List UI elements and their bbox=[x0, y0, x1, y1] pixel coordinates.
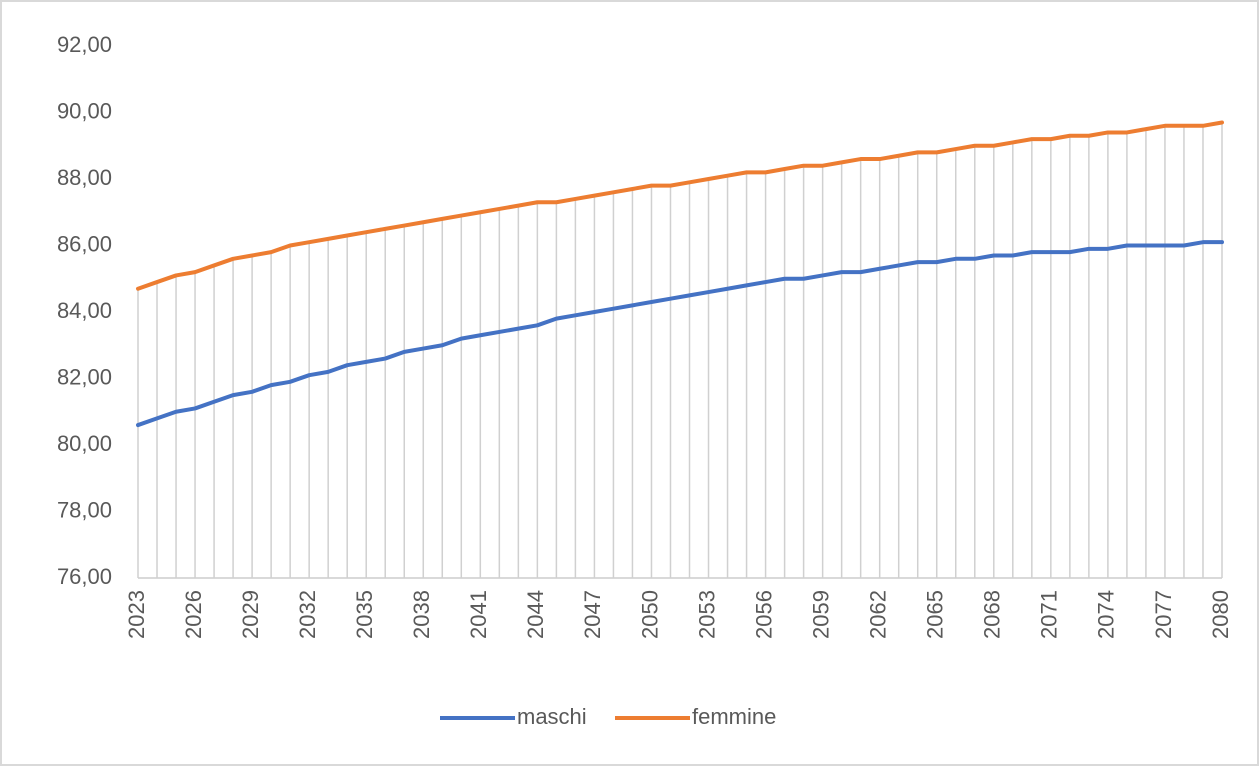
x-tick-label: 2074 bbox=[1094, 590, 1119, 639]
x-tick-label: 2068 bbox=[980, 590, 1005, 639]
y-tick-label: 90,00 bbox=[57, 98, 112, 123]
x-tick-label: 2065 bbox=[923, 590, 948, 639]
y-tick-label: 84,00 bbox=[57, 298, 112, 323]
y-tick-label: 82,00 bbox=[57, 364, 112, 389]
x-tick-label: 2044 bbox=[523, 590, 548, 639]
x-tick-label: 2050 bbox=[637, 590, 662, 639]
legend-label: femmine bbox=[692, 704, 776, 729]
x-tick-label: 2023 bbox=[124, 590, 149, 639]
y-tick-label: 88,00 bbox=[57, 165, 112, 190]
x-tick-label: 2029 bbox=[238, 590, 263, 639]
x-tick-label: 2035 bbox=[352, 590, 377, 639]
x-tick-label: 2038 bbox=[409, 590, 434, 639]
y-tick-label: 76,00 bbox=[57, 564, 112, 589]
x-tick-label: 2032 bbox=[295, 590, 320, 639]
x-tick-label: 2071 bbox=[1037, 590, 1062, 639]
x-tick-label: 2077 bbox=[1151, 590, 1176, 639]
x-tick-label: 2047 bbox=[580, 590, 605, 639]
x-tick-label: 2056 bbox=[751, 590, 776, 639]
y-tick-label: 86,00 bbox=[57, 231, 112, 256]
x-tick-label: 2053 bbox=[694, 590, 719, 639]
x-tick-label: 2026 bbox=[181, 590, 206, 639]
line-series bbox=[136, 240, 1224, 428]
legend-label: maschi bbox=[517, 704, 587, 729]
y-tick-label: 92,00 bbox=[57, 32, 112, 57]
line-series bbox=[136, 120, 1224, 291]
x-tick-label: 2059 bbox=[808, 590, 833, 639]
x-tick-label: 2041 bbox=[466, 590, 491, 639]
x-tick-label: 2062 bbox=[865, 590, 890, 639]
x-tick-label: 2080 bbox=[1208, 590, 1233, 639]
y-tick-label: 80,00 bbox=[57, 431, 112, 456]
y-tick-label: 78,00 bbox=[57, 497, 112, 522]
